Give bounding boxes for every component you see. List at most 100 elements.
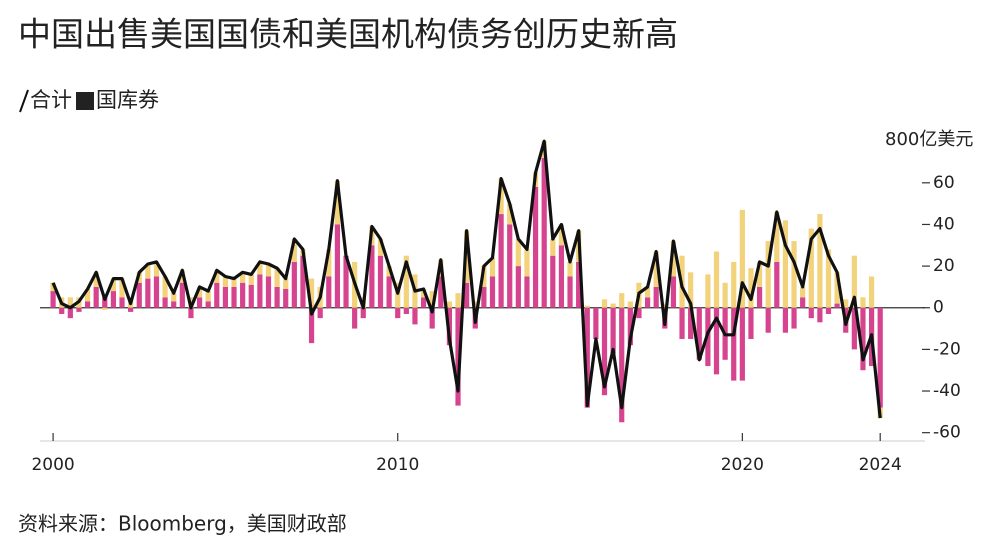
bar xyxy=(67,297,73,308)
bar xyxy=(593,307,599,339)
bar xyxy=(653,286,659,308)
bar xyxy=(240,272,246,283)
bar xyxy=(412,307,418,325)
bar xyxy=(308,278,315,308)
bar xyxy=(713,251,720,308)
bar xyxy=(558,224,565,246)
bar xyxy=(791,307,797,329)
bar xyxy=(515,266,521,308)
bar xyxy=(713,307,720,375)
bar xyxy=(636,307,642,319)
bar xyxy=(455,307,461,406)
bar xyxy=(507,203,513,225)
bar xyxy=(395,307,401,319)
bar xyxy=(877,307,883,408)
bar xyxy=(696,307,702,360)
bar xyxy=(800,286,806,298)
bar xyxy=(489,276,496,308)
y-tick-label: 0 xyxy=(933,298,944,318)
bar xyxy=(196,286,203,298)
bar xyxy=(541,157,547,308)
y-tick-label: -20 xyxy=(933,339,961,359)
bar xyxy=(420,297,427,308)
bar xyxy=(231,278,237,287)
bar xyxy=(283,289,289,308)
bar xyxy=(102,297,108,308)
bar xyxy=(507,224,513,308)
x-tick-label: 2020 xyxy=(721,455,764,475)
bar xyxy=(377,255,384,308)
y-tick-label: -40 xyxy=(933,381,961,401)
bar xyxy=(731,261,737,308)
y-tick-label: -60 xyxy=(933,423,961,443)
bar xyxy=(524,249,530,277)
bar xyxy=(808,307,814,319)
legend-line-icon xyxy=(19,89,29,113)
bar xyxy=(532,186,539,308)
x-tick-label: 2024 xyxy=(859,455,902,475)
bar xyxy=(834,272,840,304)
bar xyxy=(748,307,754,339)
bar xyxy=(515,239,521,267)
bar xyxy=(205,291,211,302)
bar xyxy=(688,272,694,308)
legend-label: 合计 xyxy=(30,88,72,112)
bar xyxy=(825,249,832,308)
bar xyxy=(128,307,134,312)
bar xyxy=(584,305,590,308)
bar xyxy=(369,245,375,308)
bar xyxy=(145,264,151,279)
bar xyxy=(576,261,582,308)
bar xyxy=(334,180,341,225)
bar xyxy=(808,228,814,308)
bar xyxy=(756,286,763,308)
bar xyxy=(739,209,745,308)
bar xyxy=(93,286,99,308)
bar xyxy=(774,211,780,262)
bar xyxy=(653,251,659,287)
bar xyxy=(774,261,780,308)
bar xyxy=(291,239,297,262)
bar xyxy=(377,239,384,256)
bar xyxy=(851,255,857,308)
bar xyxy=(360,307,366,319)
bar xyxy=(257,261,263,275)
bar xyxy=(308,307,315,344)
bar xyxy=(825,307,832,314)
bar xyxy=(274,286,280,308)
source-note: 资料来源：Bloomberg，美国财政部 xyxy=(18,512,347,536)
bar xyxy=(283,278,289,289)
bar xyxy=(171,301,177,308)
bar xyxy=(567,261,573,277)
bar xyxy=(688,307,694,339)
bar xyxy=(162,297,168,308)
bar xyxy=(550,255,556,308)
bar xyxy=(860,297,866,308)
bar xyxy=(403,307,409,314)
bar xyxy=(748,268,754,308)
bar xyxy=(610,307,616,354)
bar xyxy=(601,299,608,308)
bar xyxy=(498,214,504,308)
bar xyxy=(791,241,797,308)
bar xyxy=(429,307,435,329)
bar xyxy=(472,301,478,308)
bar xyxy=(326,249,332,277)
bar xyxy=(84,301,91,308)
bar xyxy=(765,307,771,333)
bar xyxy=(644,297,651,308)
bar xyxy=(817,307,823,323)
bar xyxy=(446,301,453,308)
bar xyxy=(240,282,246,308)
bar xyxy=(670,241,677,277)
bar xyxy=(619,307,625,423)
bar xyxy=(395,282,401,308)
bar xyxy=(644,286,651,298)
chart-title: 中国出售美国国债和美国机构债务创历史新高 xyxy=(18,15,678,54)
bar xyxy=(670,276,677,308)
bar xyxy=(291,261,297,308)
bar xyxy=(868,276,875,308)
y-unit-label: 800亿美元 xyxy=(885,129,973,150)
bar xyxy=(782,307,789,333)
